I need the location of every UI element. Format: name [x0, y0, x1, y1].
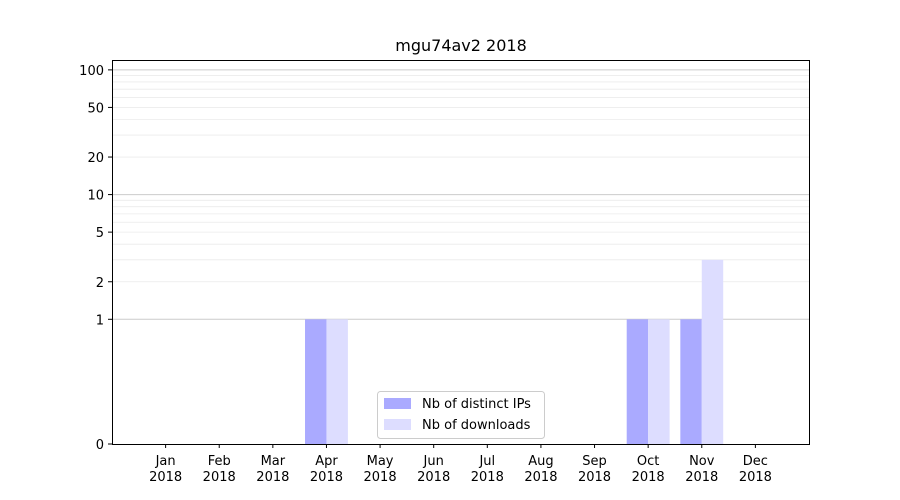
y-tick-label: 50: [87, 101, 104, 116]
bar-distinct-ips: [626, 319, 649, 444]
legend-swatch-downloads: [384, 419, 411, 430]
x-tick-label: Feb: [208, 454, 231, 469]
x-tick-label: Jan: [155, 454, 176, 469]
y-tick-label: 2: [96, 276, 104, 291]
y-tick-label: 100: [79, 64, 104, 79]
bar-downloads: [648, 319, 670, 444]
x-tick-label: Sep: [582, 454, 607, 469]
x-tick-label: 2018: [149, 470, 182, 485]
x-tick-label: Jun: [423, 454, 444, 469]
x-tick-label: 2018: [524, 470, 557, 485]
tick-layer: 0125102050100Jan2018Feb2018Mar2018Apr201…: [79, 64, 772, 485]
x-tick-label: 2018: [203, 470, 236, 485]
x-tick-label: 2018: [310, 470, 343, 485]
x-tick-label: 2018: [471, 470, 504, 485]
legend-label-distinct-ips: Nb of distinct IPs: [422, 397, 531, 412]
x-tick-label: Aug: [528, 454, 553, 469]
y-tick-label: 5: [96, 226, 104, 241]
x-tick-label: Apr: [315, 454, 338, 469]
x-tick-label: Nov: [689, 454, 715, 469]
legend-frame: [377, 391, 545, 439]
x-tick-label: 2018: [685, 470, 718, 485]
bar-downloads: [701, 259, 724, 444]
legend: Nb of distinct IPs Nb of downloads: [377, 391, 545, 439]
y-tick-label: 20: [87, 151, 104, 166]
x-tick-label: 2018: [364, 470, 397, 485]
bar-layer: [305, 259, 724, 444]
x-tick-label: 2018: [632, 470, 665, 485]
bar-distinct-ips: [305, 319, 327, 444]
y-tick-label: 1: [96, 313, 104, 328]
legend-label-downloads: Nb of downloads: [422, 418, 531, 433]
x-tick-label: Mar: [261, 454, 286, 469]
grid-layer: [112, 69, 809, 320]
x-tick-label: 2018: [256, 470, 289, 485]
x-tick-label: 2018: [578, 470, 611, 485]
chart-title: mgu74av2 2018: [395, 36, 527, 55]
plot-frame: [112, 60, 810, 445]
bar-distinct-ips: [680, 319, 702, 444]
x-tick-label: Oct: [637, 454, 659, 469]
legend-swatch-distinct-ips: [384, 398, 411, 409]
x-tick-label: May: [367, 454, 394, 469]
x-tick-label: Dec: [743, 454, 768, 469]
y-tick-label: 10: [87, 189, 104, 204]
x-tick-label: 2018: [739, 470, 772, 485]
x-tick-label: Jul: [478, 454, 495, 469]
x-tick-label: 2018: [417, 470, 450, 485]
y-tick-label: 0: [96, 438, 104, 453]
bar-downloads: [326, 319, 348, 444]
